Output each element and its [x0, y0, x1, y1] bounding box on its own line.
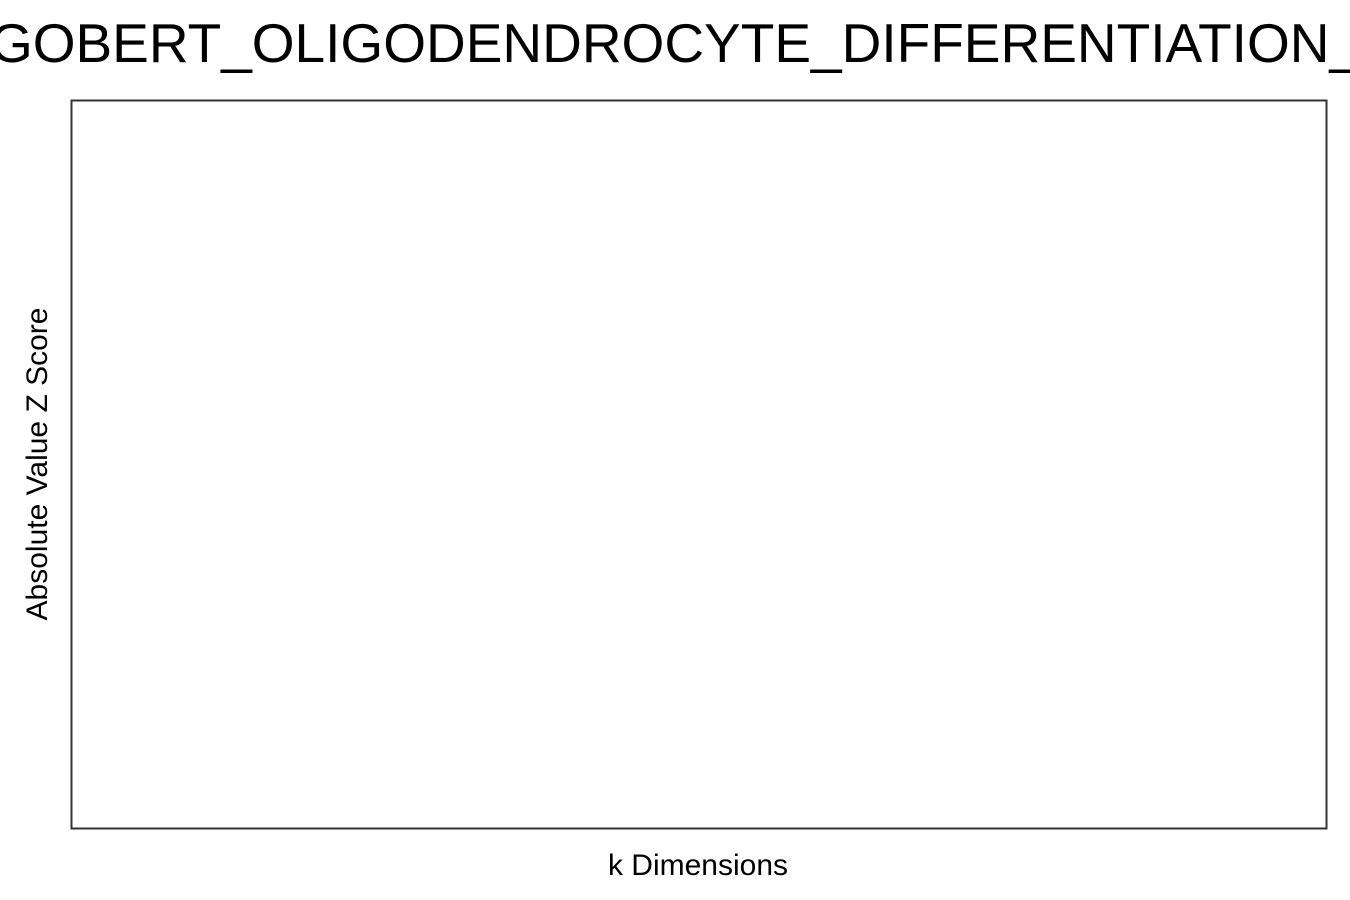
y-axis-label: Absolute Value Z Score: [21, 308, 54, 621]
plot-area-frame: [70, 99, 1328, 830]
chart-title: GOBERT_OLIGODENDROCYTE_DIFFERENTIATION_: [0, 12, 1350, 74]
x-axis-label: k Dimensions: [608, 849, 788, 882]
